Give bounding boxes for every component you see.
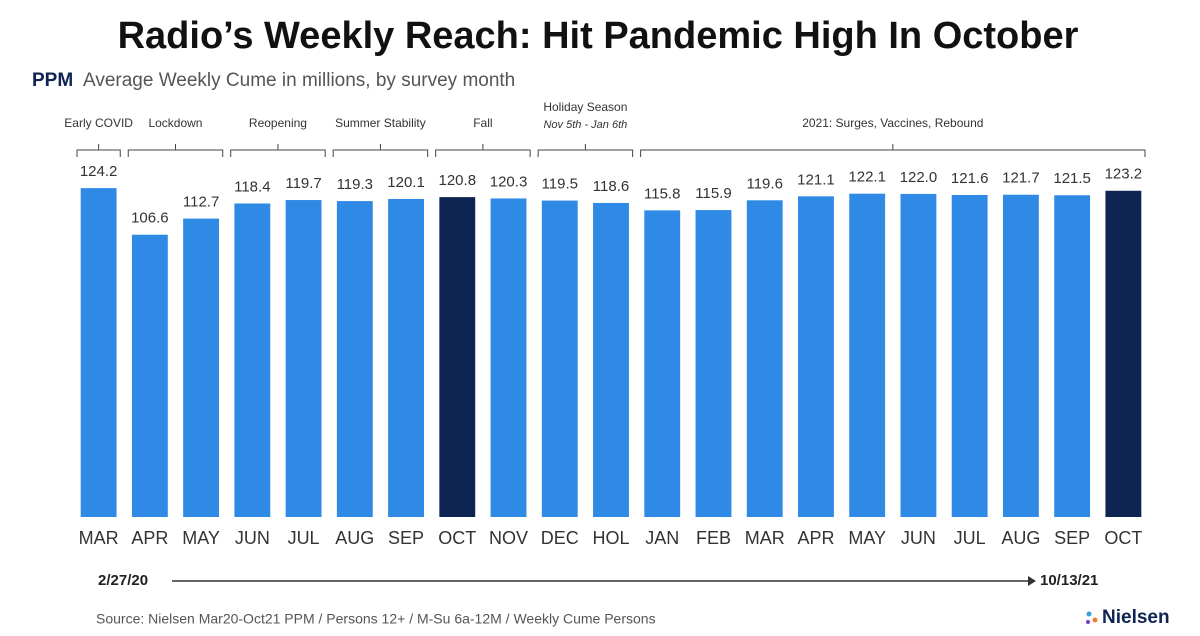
value-label: 121.1 <box>797 171 835 188</box>
value-label: 118.4 <box>234 178 270 195</box>
group-bracket <box>76 144 121 157</box>
group-label: Holiday Season <box>543 100 627 114</box>
timeline-end: 10/13/21 <box>1040 572 1098 589</box>
x-tick-label: MAY <box>182 528 220 548</box>
bar <box>798 196 834 517</box>
bar <box>900 193 937 517</box>
value-label: 121.6 <box>951 170 989 187</box>
group-label: Summer Stability <box>335 116 426 130</box>
value-label: 119.7 <box>285 175 321 192</box>
arrow-head <box>1028 576 1036 586</box>
bar <box>439 197 476 518</box>
value-label: 123.2 <box>1105 166 1143 183</box>
timeline-start: 2/27/20 <box>98 572 148 589</box>
bar <box>695 210 732 517</box>
group-bracket <box>537 144 634 157</box>
group-bracket <box>332 144 429 157</box>
x-tick-label: AUG <box>335 528 374 548</box>
bar <box>234 203 271 517</box>
bar <box>336 201 373 517</box>
group-bracket <box>230 144 326 157</box>
x-tick-label: OCT <box>1104 528 1142 548</box>
value-label: 119.5 <box>542 176 578 193</box>
value-label: 122.1 <box>848 169 886 186</box>
value-label: 119.3 <box>337 176 373 193</box>
x-tick-label: OCT <box>438 528 476 548</box>
value-label: 118.6 <box>593 178 629 195</box>
group-bracket <box>640 144 1146 157</box>
x-tick-label: JUN <box>235 528 270 548</box>
bar <box>1002 194 1039 517</box>
x-tick-label: MAR <box>79 528 119 548</box>
group-sublabel: Nov 5th - Jan 6th <box>543 119 627 131</box>
x-tick-label: MAR <box>745 528 785 548</box>
bar <box>849 193 886 517</box>
bar <box>1105 190 1142 517</box>
value-label: 122.0 <box>900 169 938 186</box>
bar <box>644 210 681 517</box>
bar <box>541 200 578 517</box>
group-label: Fall <box>473 116 492 130</box>
value-label: 115.9 <box>695 185 731 202</box>
x-tick-label: APR <box>131 528 168 548</box>
x-tick-label: SEP <box>1054 528 1090 548</box>
logo-dot <box>1086 611 1092 617</box>
source: Source: Nielsen Mar20-Oct21 PPM / Person… <box>96 611 656 627</box>
x-tick-label: NOV <box>489 528 528 548</box>
group-bracket <box>435 144 531 157</box>
group-label: 2021: Surges, Vaccines, Rebound <box>802 116 983 130</box>
value-label: 120.8 <box>439 172 477 189</box>
group-label: Lockdown <box>148 116 202 130</box>
bar <box>490 198 527 517</box>
bar <box>80 188 117 517</box>
x-tick-label: HOL <box>592 528 629 548</box>
value-label: 121.7 <box>1002 170 1040 187</box>
x-tick-label: FEB <box>696 528 731 548</box>
x-tick-label: JUL <box>954 528 986 548</box>
bar <box>131 234 168 517</box>
x-tick-label: SEP <box>388 528 424 548</box>
logo-dot <box>1086 620 1090 624</box>
bar <box>183 218 220 517</box>
group-label: Early COVID <box>64 116 133 130</box>
value-label: 119.6 <box>746 175 782 192</box>
bar <box>388 198 424 517</box>
x-tick-label: AUG <box>1001 528 1040 548</box>
bar <box>1054 195 1091 517</box>
brand: Nielsen <box>1102 607 1170 628</box>
subtitle-prefix: PPM <box>32 70 73 91</box>
group-bracket <box>127 144 224 157</box>
value-label: 112.7 <box>183 194 219 211</box>
bar <box>951 195 988 517</box>
value-label: 121.5 <box>1053 170 1091 187</box>
bar <box>285 200 322 517</box>
x-tick-label: MAY <box>848 528 886 548</box>
bar <box>593 202 629 517</box>
x-tick-label: JUN <box>901 528 936 548</box>
x-tick-label: JUL <box>288 528 320 548</box>
x-tick-label: APR <box>797 528 834 548</box>
value-label: 124.2 <box>80 163 118 180</box>
bar <box>746 200 783 517</box>
subtitle: Average Weekly Cume in millions, by surv… <box>83 70 515 91</box>
value-label: 115.8 <box>644 185 680 202</box>
value-label: 120.1 <box>387 174 425 191</box>
x-tick-label: JAN <box>645 528 679 548</box>
chart-title: Radio’s Weekly Reach: Hit Pandemic High … <box>118 15 1079 57</box>
x-tick-label: DEC <box>541 528 579 548</box>
logo-dot <box>1092 617 1098 623</box>
value-label: 120.3 <box>490 173 528 190</box>
value-label: 106.6 <box>131 210 169 227</box>
group-label: Reopening <box>249 116 307 130</box>
